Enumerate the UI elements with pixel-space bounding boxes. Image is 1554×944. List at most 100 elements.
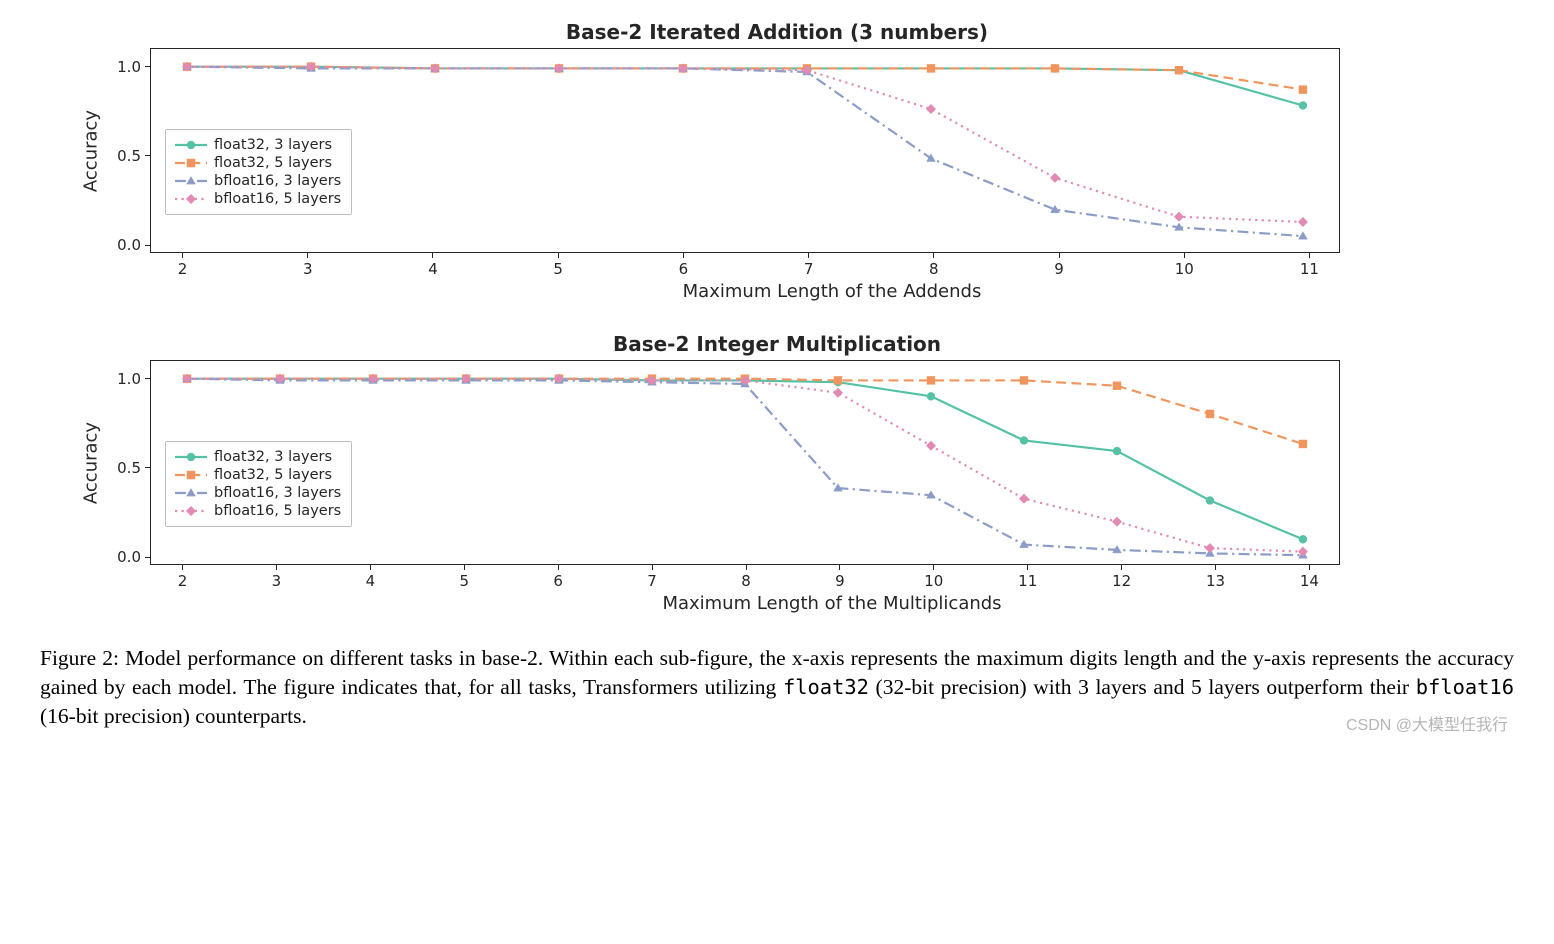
chart-bottom: Base-2 Integer Multiplication Accuracy f… [40, 332, 1514, 614]
series-marker-b16_5 [926, 441, 936, 451]
x-tick-mark [307, 252, 308, 258]
series-marker-f32_5 [1206, 410, 1214, 418]
series-marker-b16_5 [833, 388, 843, 398]
y-tick-label: 0.5 [117, 147, 141, 165]
series-marker-b16_5 [1112, 517, 1122, 527]
x-tick-label: 8 [929, 260, 939, 278]
x-tick-label: 6 [679, 260, 689, 278]
series-marker-f32_5 [1113, 382, 1121, 390]
legend-row-b16_3: bfloat16, 3 layers [174, 172, 341, 190]
x-tick-mark [652, 564, 653, 570]
figure-container: Base-2 Iterated Addition (3 numbers) Acc… [40, 20, 1514, 731]
legend-swatch-b16_3 [174, 173, 208, 189]
series-marker-b16_5 [1019, 494, 1029, 504]
x-tick-label: 9 [1054, 260, 1064, 278]
series-marker-f32_5 [1299, 86, 1307, 94]
x-tick-label: 10 [924, 572, 943, 590]
x-tick-label: 5 [459, 572, 469, 590]
x-tick-mark [933, 564, 934, 570]
legend-row-f32_5: float32, 5 layers [174, 154, 341, 172]
legend-label-b16_5: bfloat16, 5 layers [214, 503, 341, 519]
y-tick-mark [145, 245, 151, 246]
series-marker-f32_3 [1206, 496, 1214, 504]
legend-label-f32_5: float32, 5 layers [214, 467, 332, 483]
chart-bottom-xlabel: Maximum Length of the Multiplicands [150, 593, 1514, 614]
caption-code1: float32 [783, 675, 869, 699]
series-line-b16_3 [187, 67, 1303, 236]
y-tick-mark [145, 378, 151, 379]
x-tick-mark [746, 564, 747, 570]
x-tick-mark [1027, 564, 1028, 570]
series-marker-f32_5 [834, 376, 842, 384]
legend-top: float32, 3 layersfloat32, 5 layersbfloat… [165, 129, 352, 215]
series-marker-f32_5 [1051, 64, 1059, 72]
y-tick-label: 0.5 [117, 459, 141, 477]
series-marker-b16_5 [926, 104, 936, 114]
x-tick-label: 6 [553, 572, 563, 590]
plot-top: Accuracy float32, 3 layersfloat32, 5 lay… [150, 48, 1340, 253]
x-tick-label: 2 [178, 260, 188, 278]
x-tick-label: 4 [428, 260, 438, 278]
series-line-f32_3 [187, 67, 1303, 106]
x-tick-label: 2 [178, 572, 188, 590]
legend-swatch-f32_5 [174, 155, 208, 171]
series-marker-f32_5 [1020, 376, 1028, 384]
legend-swatch-b16_3 [174, 485, 208, 501]
x-tick-mark [432, 252, 433, 258]
series-marker-f32_3 [927, 392, 935, 400]
series-marker-f32_5 [927, 376, 935, 384]
x-tick-mark [1215, 564, 1216, 570]
chart-bottom-title: Base-2 Integer Multiplication [40, 332, 1514, 356]
y-tick-mark [145, 467, 151, 468]
x-tick-mark [1309, 564, 1310, 570]
x-tick-mark [370, 564, 371, 570]
x-tick-label: 14 [1300, 572, 1319, 590]
x-tick-label: 11 [1018, 572, 1037, 590]
legend-swatch-b16_5 [174, 503, 208, 519]
legend-label-b16_3: bfloat16, 3 layers [214, 485, 341, 501]
caption-mid1: (32-bit precision) with 3 layers and 5 l… [869, 675, 1416, 699]
y-tick-label: 1.0 [117, 370, 141, 388]
legend-swatch-f32_5 [174, 467, 208, 483]
series-marker-f32_3 [1299, 535, 1307, 543]
series-line-f32_5 [187, 67, 1303, 90]
chart-top: Base-2 Iterated Addition (3 numbers) Acc… [40, 20, 1514, 302]
legend-label-b16_3: bfloat16, 3 layers [214, 173, 341, 189]
series-marker-f32_5 [1175, 66, 1183, 74]
x-tick-mark [182, 252, 183, 258]
series-line-f32_3 [187, 379, 1303, 540]
chart-bottom-ylabel: Accuracy [81, 421, 102, 503]
series-marker-f32_3 [1020, 436, 1028, 444]
series-marker-b16_5 [1205, 543, 1215, 553]
chart-top-title: Base-2 Iterated Addition (3 numbers) [40, 20, 1514, 44]
series-line-b16_3 [187, 379, 1303, 556]
x-tick-mark [808, 252, 809, 258]
chart-top-xlabel: Maximum Length of the Addends [150, 281, 1514, 302]
x-tick-mark [839, 564, 840, 570]
series-marker-b16_5 [1174, 212, 1184, 222]
plot-bottom: Accuracy float32, 3 layersfloat32, 5 lay… [150, 360, 1340, 565]
series-marker-b16_5 [1050, 173, 1060, 183]
legend-row-b16_3: bfloat16, 3 layers [174, 484, 341, 502]
x-tick-label: 10 [1175, 260, 1194, 278]
series-marker-f32_3 [1299, 102, 1307, 110]
x-tick-mark [558, 252, 559, 258]
legend-row-b16_5: bfloat16, 5 layers [174, 190, 341, 208]
x-tick-label: 12 [1112, 572, 1131, 590]
x-tick-mark [683, 252, 684, 258]
x-tick-mark [1309, 252, 1310, 258]
legend-bottom: float32, 3 layers float32, 5 layers bfloat… [165, 441, 352, 527]
legend-label-f32_3: float32, 3 layers [214, 449, 332, 465]
caption-suffix: (16-bit precision) counterparts. [40, 704, 307, 728]
legend-swatch-f32_3 [174, 449, 208, 465]
x-tick-label: 7 [804, 260, 814, 278]
x-tick-label: 4 [366, 572, 376, 590]
series-marker-b16_5 [1298, 217, 1308, 227]
figure-caption: Figure 2: Model performance on different… [40, 644, 1514, 731]
x-tick-mark [1121, 564, 1122, 570]
series-marker-f32_3 [1113, 447, 1121, 455]
y-tick-mark [145, 155, 151, 156]
x-tick-mark [558, 564, 559, 570]
y-tick-mark [145, 557, 151, 558]
legend-row-f32_5: float32, 5 layers [174, 466, 341, 484]
